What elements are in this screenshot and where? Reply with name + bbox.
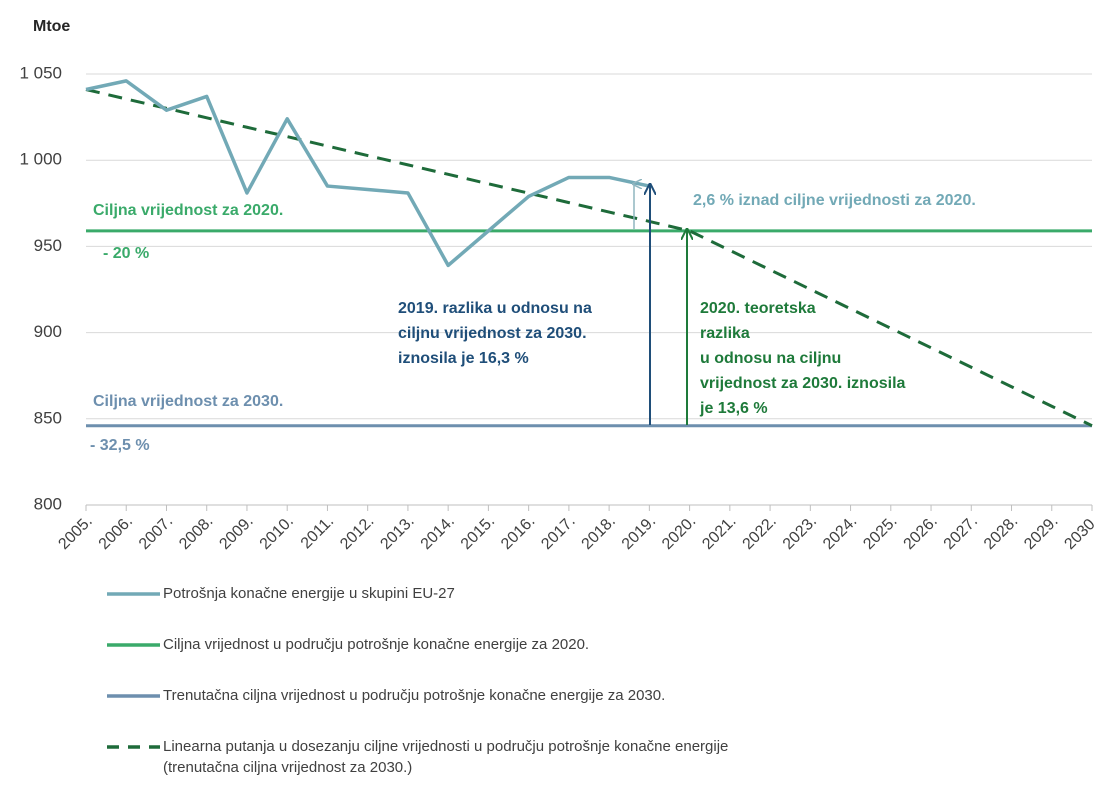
x-tick-label: 2005. [55,513,95,553]
annotation: 2020. teoretska [700,300,816,317]
annotation: je 13,6 % [699,400,768,417]
y-tick-label: 850 [34,408,62,427]
x-tick-label: 2012. [337,513,377,553]
annotation: 2019. razlika u odnosu na [398,300,592,317]
annotation: Ciljna vrijednost za 2020. [93,202,283,219]
x-tick-label: 2015. [458,513,498,553]
x-tick-label: 2024. [820,513,860,553]
y-axis-label: Mtoe [33,18,70,35]
x-tick-label: 2023. [780,513,820,553]
x-tick-label: 2007. [136,513,176,553]
x-tick-label: 2011. [298,513,338,553]
legend-swatch [107,592,160,596]
x-tick-label: 2010. [257,513,297,553]
annotation: u odnosu na ciljnu [700,350,841,367]
x-tick-label: 2014. [418,513,458,553]
annotation: vrijednost za 2030. iznosila [700,375,906,392]
y-tick-label: 950 [34,236,62,255]
annotation: Ciljna vrijednost za 2030. [93,393,283,410]
y-tick-label: 1 000 [19,150,62,169]
x-tick-label: 2030. [1061,513,1094,553]
legend-label: Linearna putanja u dosezanju ciljne vrij… [163,738,729,776]
legend: Potrošnja konačne energije u skupini EU-… [105,583,825,785]
x-tick-label: 2020. [659,513,699,553]
annotation: iznosila je 16,3 % [398,350,529,367]
y-tick-label: 1 050 [19,63,62,82]
annotation: - 20 % [103,245,149,262]
series-line [85,88,1093,428]
annotation: razlika [700,325,750,342]
x-tick-label: 2017. [538,513,578,553]
legend-item: Potrošnja konačne energije u skupini EU-… [105,583,825,634]
legend-item: Ciljna vrijednost u području potrošnje k… [105,634,825,685]
x-tick-label: 2026. [901,513,941,553]
annotation: - 32,5 % [90,437,150,454]
x-tick-label: 2029. [1021,513,1061,553]
legend-swatch [107,694,160,698]
legend-label: Trenutačna ciljna vrijednost u području … [163,687,666,704]
x-tick-label: 2013. [377,513,417,553]
x-tick-label: 2009. [216,513,256,553]
x-tick-label: 2018. [579,513,619,553]
x-tick-label: 2016. [498,513,538,553]
series-line [85,79,650,268]
x-tick-label: 2027. [941,513,981,553]
x-tick-label: 2006. [96,513,136,553]
y-tick-label: 800 [34,494,62,513]
legend-label: Ciljna vrijednost u području potrošnje k… [163,636,590,653]
legend-swatch [107,643,160,647]
annotation: ciljnu vrijednost za 2030. [398,325,587,342]
x-tick-label: 2028. [981,513,1021,553]
y-tick-label: 900 [34,322,62,341]
legend-swatch [107,745,160,749]
x-tick-label: 2025. [860,513,900,553]
legend-label: Potrošnja konačne energije u skupini EU-… [163,585,455,602]
x-tick-label: 2008. [176,513,216,553]
legend-item: Linearna putanja u dosezanju ciljne vrij… [105,736,825,785]
legend-item: Trenutačna ciljna vrijednost u području … [105,685,825,736]
x-tick-label: 2021. [699,513,739,553]
annotation: 2,6 % iznad ciljne vrijednosti za 2020. [693,192,976,209]
x-tick-label: 2022. [740,513,780,553]
x-tick-label: 2019. [619,513,659,553]
